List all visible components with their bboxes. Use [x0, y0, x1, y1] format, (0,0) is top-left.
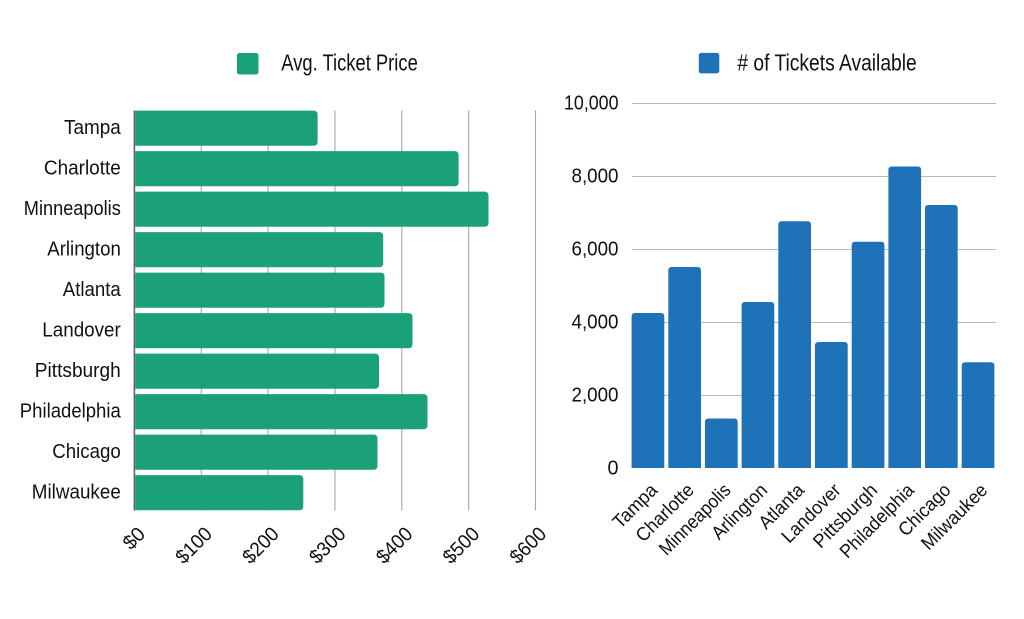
svg-text:Charlotte: Charlotte [44, 157, 121, 179]
svg-text:Landover: Landover [42, 319, 121, 341]
svg-text:Pittsburgh: Pittsburgh [35, 360, 121, 382]
svg-text:8,000: 8,000 [572, 166, 619, 188]
svg-text:Chicago: Chicago [52, 441, 121, 463]
svg-text:4,000: 4,000 [572, 312, 619, 334]
svg-text:Atlanta: Atlanta [63, 279, 122, 301]
svg-text:Minneapolis: Minneapolis [24, 198, 121, 220]
svg-text:2,000: 2,000 [572, 385, 619, 407]
svg-text:Philadelphia: Philadelphia [20, 400, 122, 422]
svg-text:Tampa: Tampa [64, 117, 122, 139]
svg-text:Avg. Ticket Price: Avg. Ticket Price [281, 49, 418, 75]
svg-text:# of Tickets Available: # of Tickets Available [737, 49, 916, 75]
svg-text:6,000: 6,000 [572, 239, 619, 261]
svg-text:Arlington: Arlington [47, 238, 121, 260]
svg-text:0: 0 [608, 458, 619, 480]
svg-text:Milwaukee: Milwaukee [32, 481, 121, 503]
svg-text:10,000: 10,000 [564, 93, 619, 115]
